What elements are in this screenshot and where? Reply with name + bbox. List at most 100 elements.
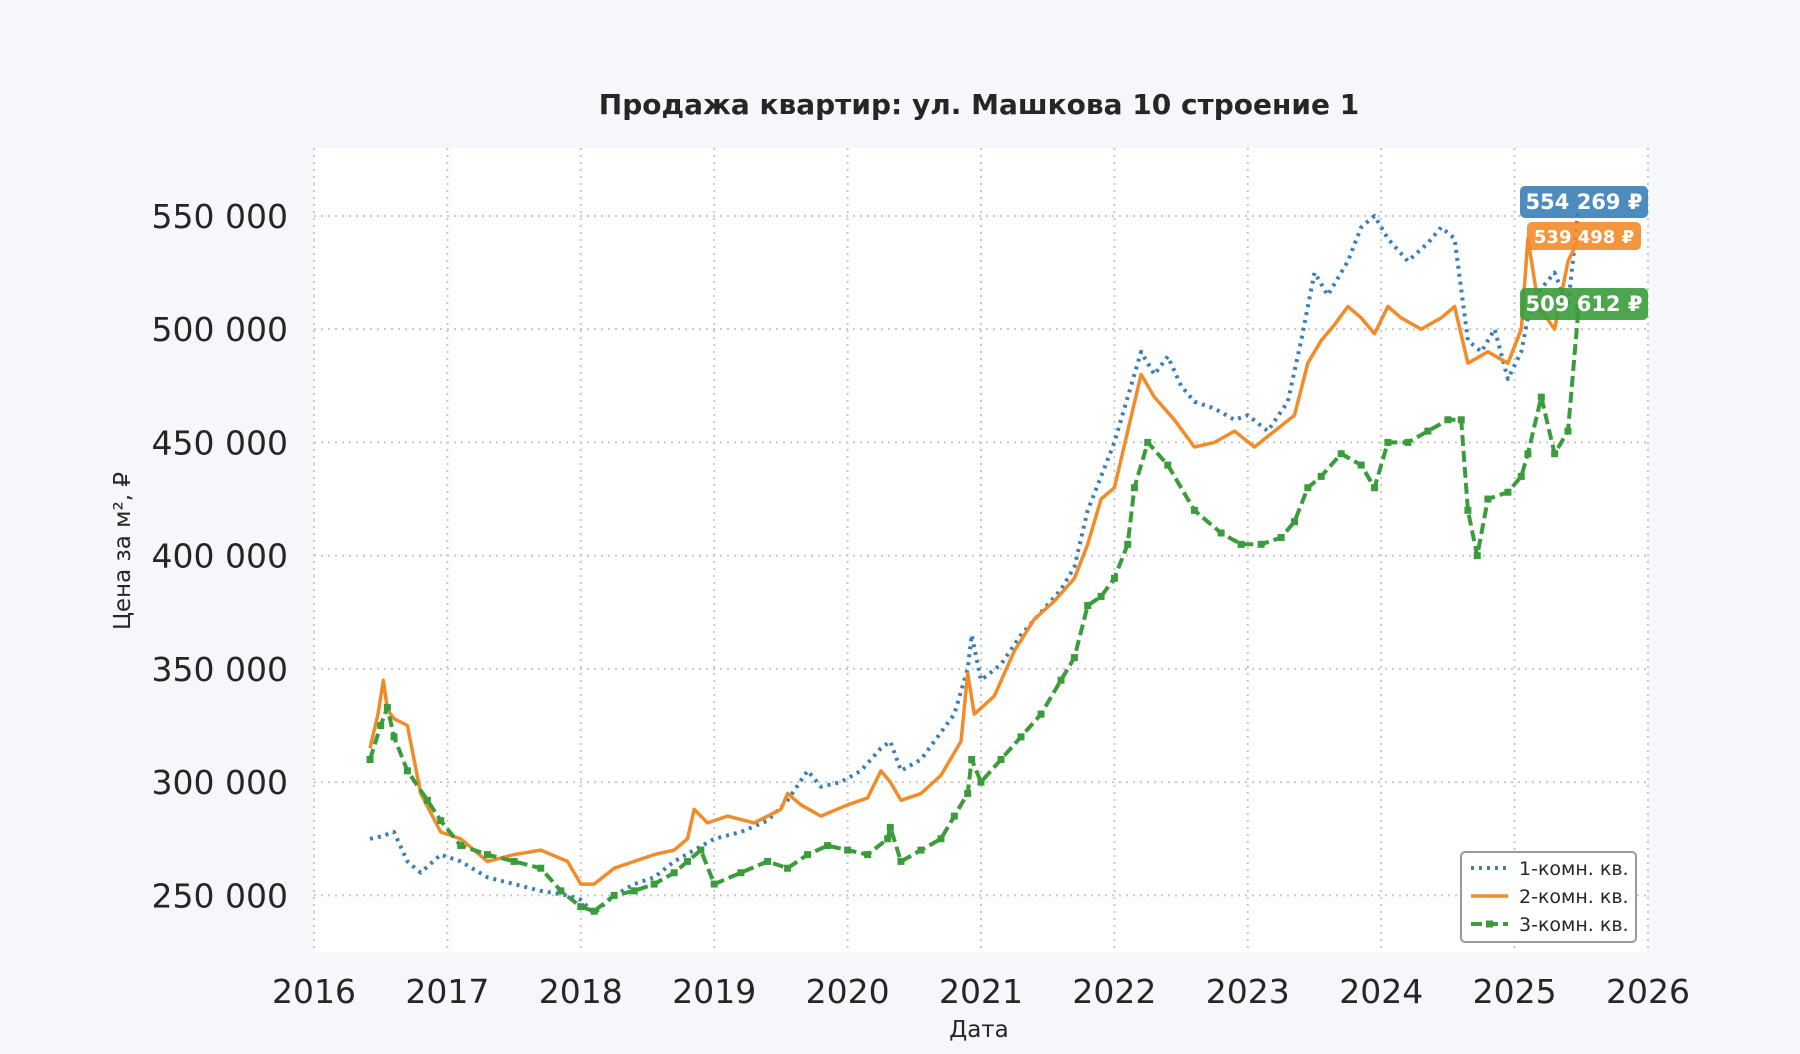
end-label-3: 509 612 ₽	[1520, 288, 1648, 320]
y-tick-label: 550 000	[152, 197, 288, 236]
x-tick-label: 2024	[1339, 972, 1423, 1011]
series-marker	[824, 842, 832, 850]
series-marker	[457, 842, 465, 850]
series-marker	[1457, 416, 1465, 424]
series-marker	[1564, 427, 1572, 435]
series-marker	[784, 864, 792, 872]
series-marker	[697, 846, 705, 854]
series-marker	[1464, 506, 1472, 514]
series-marker	[1337, 450, 1345, 458]
series-marker	[510, 857, 518, 865]
legend-label: 3-комн. кв.	[1519, 914, 1629, 936]
series-marker	[366, 755, 374, 763]
x-tick-label: 2025	[1473, 972, 1557, 1011]
x-tick-label: 2017	[405, 972, 489, 1011]
series-marker	[1424, 427, 1432, 435]
series-marker	[764, 857, 772, 865]
series-marker	[937, 835, 945, 843]
x-tick-label: 2018	[539, 972, 623, 1011]
end-label-2: 539 498 ₽	[1527, 222, 1641, 250]
series-marker	[1110, 574, 1118, 582]
series-marker	[1537, 393, 1545, 401]
series-marker	[864, 851, 872, 859]
series-marker	[844, 846, 852, 854]
series-marker	[1144, 438, 1152, 446]
series-layer	[366, 206, 1583, 916]
series-marker	[968, 755, 976, 763]
series-marker	[1124, 540, 1132, 548]
series-line-2	[368, 236, 1581, 886]
x-tick-label: 2026	[1606, 972, 1690, 1011]
series-marker	[1237, 540, 1245, 548]
end-label-text: 554 269 ₽	[1526, 190, 1643, 214]
series-marker	[1484, 495, 1492, 503]
x-tick-label: 2023	[1206, 972, 1290, 1011]
legend-box	[1460, 851, 1637, 943]
series-marker	[1290, 518, 1298, 526]
x-tick-label: 2021	[939, 972, 1023, 1011]
series-marker	[377, 722, 385, 730]
series-marker	[997, 755, 1005, 763]
end-label-text: 539 498 ₽	[1534, 227, 1634, 248]
series-marker	[804, 851, 812, 859]
series-marker	[884, 835, 892, 843]
series-marker	[1357, 461, 1365, 469]
end-label-badge	[1520, 186, 1648, 218]
x-tick-label: 2019	[672, 972, 756, 1011]
y-axis-label: Цена за м², ₽	[110, 472, 136, 630]
series-marker	[437, 817, 445, 825]
end-label-1: 554 269 ₽	[1520, 186, 1648, 218]
y-tick-label: 300 000	[152, 763, 288, 802]
legend-item-1: 1-комн. кв.	[1471, 858, 1629, 880]
series-marker	[1257, 540, 1265, 548]
legend-label: 2-комн. кв.	[1519, 886, 1629, 908]
tick-labels: 2016 2017 2018 2019 2020 2021 2022 2023 2024 2025…	[152, 197, 1690, 1011]
series-marker	[390, 733, 398, 741]
series-marker	[610, 891, 618, 899]
end-label-badge	[1520, 288, 1648, 320]
y-tick-label: 500 000	[152, 310, 288, 349]
series-marker	[1057, 676, 1065, 684]
x-axis-label: Дата	[949, 1017, 1009, 1043]
series-marker	[1097, 592, 1105, 600]
series-marker	[1444, 416, 1452, 424]
series-marker	[403, 767, 411, 775]
series-marker	[977, 778, 985, 786]
series-marker	[1404, 438, 1412, 446]
series-marker	[630, 887, 638, 895]
end-labels: 554 269 ₽ 539 498 ₽ 509 612 ₽	[1520, 186, 1648, 320]
y-tick-label: 400 000	[152, 537, 288, 576]
series-marker	[737, 869, 745, 877]
series-marker	[684, 857, 692, 865]
series-marker	[650, 880, 658, 888]
series-marker	[950, 812, 958, 820]
series-marker	[1371, 484, 1379, 492]
legend: 1-комн. кв. 2-комн. кв. 3-комн. кв.	[1460, 851, 1637, 943]
series-marker	[1317, 472, 1325, 480]
series-marker	[1524, 450, 1532, 458]
series-marker	[710, 880, 718, 888]
series-marker	[1504, 488, 1512, 496]
series-marker	[897, 857, 905, 865]
legend-label: 1-комн. кв.	[1519, 858, 1629, 880]
series-marker	[1084, 601, 1092, 609]
x-tick-label: 2016	[272, 972, 356, 1011]
series-marker	[1017, 733, 1025, 741]
series-marker	[577, 903, 585, 911]
series-marker	[1070, 654, 1078, 662]
series-marker	[1473, 552, 1481, 560]
series-marker	[1517, 472, 1525, 480]
legend-item-2: 2-комн. кв.	[1471, 886, 1629, 908]
series-marker	[1164, 461, 1172, 469]
series-marker	[423, 796, 431, 804]
x-tick-label: 2022	[1072, 972, 1156, 1011]
end-label-badge	[1527, 222, 1641, 250]
series-marker	[1190, 506, 1198, 514]
series-marker	[557, 887, 565, 895]
y-tick-label: 450 000	[152, 423, 288, 462]
legend-item-3: 3-комн. кв.	[1471, 914, 1629, 936]
series-marker	[964, 789, 972, 797]
series-marker	[383, 703, 391, 711]
